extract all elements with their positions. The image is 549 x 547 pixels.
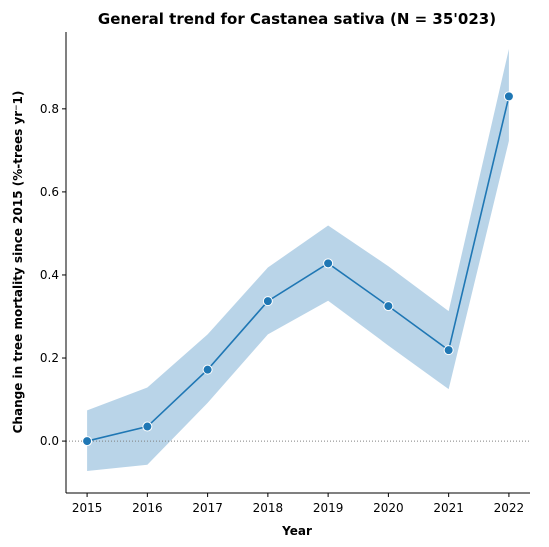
data-point-2015: [82, 436, 93, 447]
x-tick-label: 2015: [72, 501, 103, 515]
data-point-2020: [383, 301, 394, 312]
x-axis-ticks: 2015 2016 2017 2018 2019 2020 2021 2022: [72, 493, 524, 515]
x-tick-label: 2018: [253, 501, 284, 515]
x-tick-label: 2017: [192, 501, 223, 515]
y-tick-label: 0.4: [40, 268, 59, 282]
x-tick-label: 2020: [373, 501, 404, 515]
data-point-2016: [142, 421, 153, 432]
x-tick-label: 2022: [494, 501, 525, 515]
data-point-2017: [202, 364, 213, 375]
data-point-2019: [323, 258, 334, 269]
y-axis-label: Change in tree mortality since 2015 (%-t…: [11, 91, 25, 434]
data-point-2022: [503, 91, 514, 102]
y-tick-label: 0.0: [40, 434, 59, 448]
x-tick-label: 2021: [433, 501, 464, 515]
series-line-layer: [86, 96, 510, 442]
y-tick-label: 0.2: [40, 351, 59, 365]
y-tick-label: 0.6: [40, 185, 59, 199]
data-point-2021: [443, 345, 454, 356]
confidence-band: [87, 49, 509, 471]
series-line: [86, 96, 510, 442]
confidence-band-layer: [87, 49, 509, 471]
x-tick-label: 2019: [313, 501, 344, 515]
x-tick-label: 2016: [132, 501, 163, 515]
series-marker-layer: [82, 91, 514, 447]
data-point-2018: [262, 296, 273, 307]
y-tick-label: 0.8: [40, 102, 59, 116]
chart-title: General trend for Castanea sativa (N = 3…: [98, 10, 496, 28]
x-axis-label: Year: [281, 524, 312, 538]
y-axis-ticks: 0.0 0.2 0.4 0.6 0.8: [40, 102, 66, 448]
